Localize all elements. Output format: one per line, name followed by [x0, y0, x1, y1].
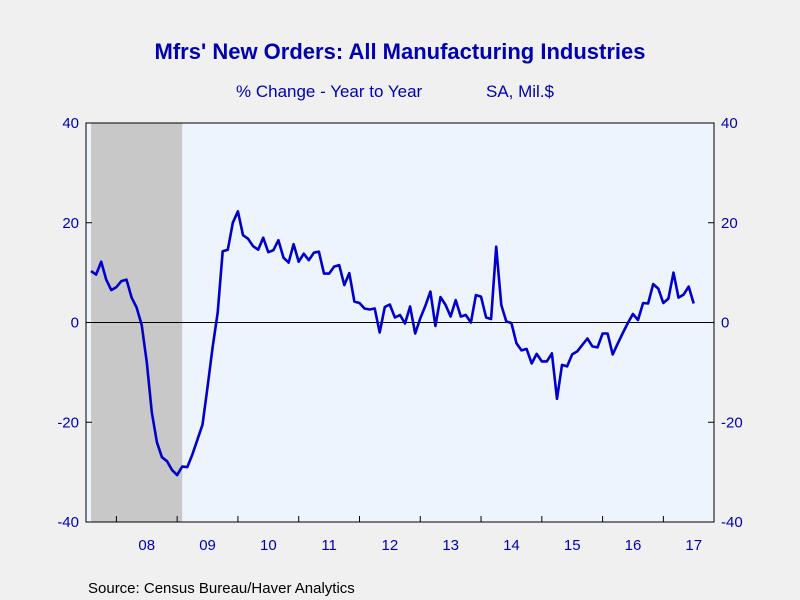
x-tick-label: 16	[625, 537, 642, 554]
series-line	[90, 210, 695, 477]
x-tick-label: 11	[321, 537, 337, 554]
y-tick-label-left: -20	[57, 414, 79, 431]
x-axis: 08 09 10 11 12 13 14 15 16 17	[115, 516, 702, 554]
plot-frame	[85, 122, 715, 523]
y-axis-right: 40 20 0 -20 -40	[708, 115, 743, 531]
y-tick-label-right: 40	[721, 115, 738, 132]
y-tick-label-right: -20	[721, 414, 743, 431]
y-tick-label-left: 40	[62, 115, 79, 132]
y-tick-label-left: -40	[57, 514, 79, 531]
x-tick-label: 15	[564, 537, 581, 554]
chart-subtitle-right: SA, Mil.$	[486, 82, 555, 101]
x-tick-label: 10	[260, 537, 277, 554]
x-tick-label: 13	[442, 537, 459, 554]
x-tick-label: 14	[503, 537, 520, 554]
chart-subtitle-left: % Change - Year to Year	[236, 82, 423, 101]
y-tick-label-left: 0	[71, 315, 79, 332]
y-tick-label-right: 0	[721, 315, 729, 332]
y-tick-label-left: 20	[62, 215, 79, 232]
source-note: Source: Census Bureau/Haver Analytics	[88, 580, 355, 597]
x-tick-label: 17	[685, 537, 702, 554]
y-tick-label-right: 20	[721, 215, 738, 232]
y-tick-label-right: -40	[721, 514, 743, 531]
y-axis-left: 40 20 0 -20 -40	[57, 115, 92, 531]
x-tick-label: 12	[382, 537, 399, 554]
x-tick-label: 08	[138, 537, 155, 554]
chart-title: Mfrs' New Orders: All Manufacturing Indu…	[155, 39, 646, 64]
x-tick-label: 09	[199, 537, 216, 554]
